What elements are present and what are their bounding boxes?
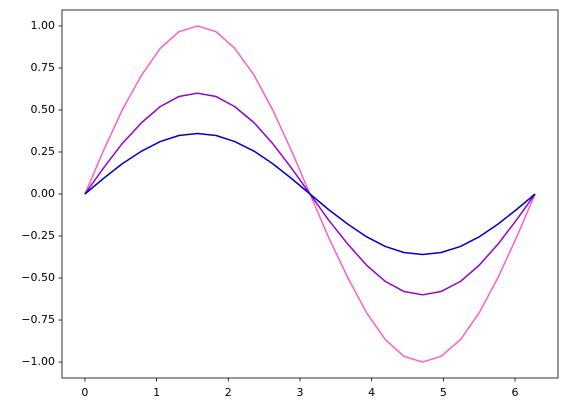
y-tick-label: −1.00 xyxy=(21,355,55,368)
x-tick-label: 3 xyxy=(296,386,303,399)
y-tick-label: 1.00 xyxy=(31,19,56,32)
x-tick-label: 0 xyxy=(81,386,88,399)
y-tick-label: −0.50 xyxy=(21,271,55,284)
y-tick-label: −0.25 xyxy=(21,229,55,242)
x-tick-label: 2 xyxy=(225,386,232,399)
x-tick-label: 1 xyxy=(153,386,160,399)
y-tick-label: 0.75 xyxy=(31,61,56,74)
x-tick-label: 4 xyxy=(368,386,375,399)
x-tick-label: 5 xyxy=(440,386,447,399)
y-tick-label: 0.25 xyxy=(31,145,56,158)
y-tick-label: 0.50 xyxy=(31,103,56,116)
y-tick-label: 0.00 xyxy=(31,187,56,200)
x-tick-label: 6 xyxy=(511,386,518,399)
y-tick-label: −0.75 xyxy=(21,313,55,326)
series-line xyxy=(84,132,536,256)
